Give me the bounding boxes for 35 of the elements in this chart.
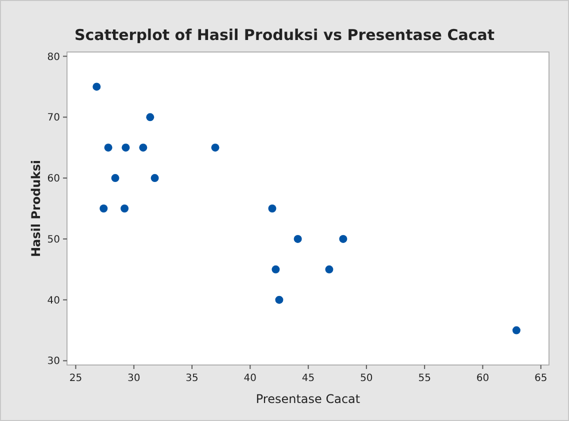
x-tick-label: 60 — [476, 373, 490, 384]
point — [122, 144, 130, 152]
x-tick-label: 45 — [302, 373, 315, 384]
point — [268, 204, 276, 212]
x-tick-label: 50 — [360, 373, 373, 384]
y-tick-label: 30 — [47, 356, 60, 368]
point — [146, 113, 154, 122]
point — [100, 204, 108, 212]
x-tick-label: 30 — [127, 373, 140, 384]
point — [294, 234, 302, 243]
point — [512, 326, 520, 334]
point — [211, 144, 220, 152]
y-tick-label: 70 — [47, 112, 60, 124]
point — [104, 144, 112, 152]
point — [275, 296, 284, 304]
y-axis-title: Hasil Produksi — [29, 160, 43, 258]
chart-title: Scatterplot of Hasil Produksi vs Presentase Cacat — [74, 26, 495, 44]
point — [325, 265, 334, 274]
x-tick-label: 40 — [244, 373, 257, 384]
x-axis-title: Presentase Cacat — [256, 392, 360, 406]
x-tick-label: 55 — [418, 373, 431, 384]
point — [111, 174, 120, 182]
point — [92, 82, 101, 91]
point — [339, 234, 348, 243]
y-tick-label: 40 — [47, 295, 60, 306]
point — [120, 204, 129, 212]
y-tick-label: 50 — [47, 234, 60, 246]
point — [139, 144, 148, 152]
point — [150, 174, 159, 182]
y-tick-label: 60 — [47, 174, 60, 185]
x-tick-label: 65 — [534, 373, 548, 384]
y-tick-label: 80 — [47, 52, 60, 63]
x-tick-label: 35 — [186, 373, 198, 384]
point — [272, 265, 280, 274]
x-tick-label: 25 — [69, 373, 82, 384]
